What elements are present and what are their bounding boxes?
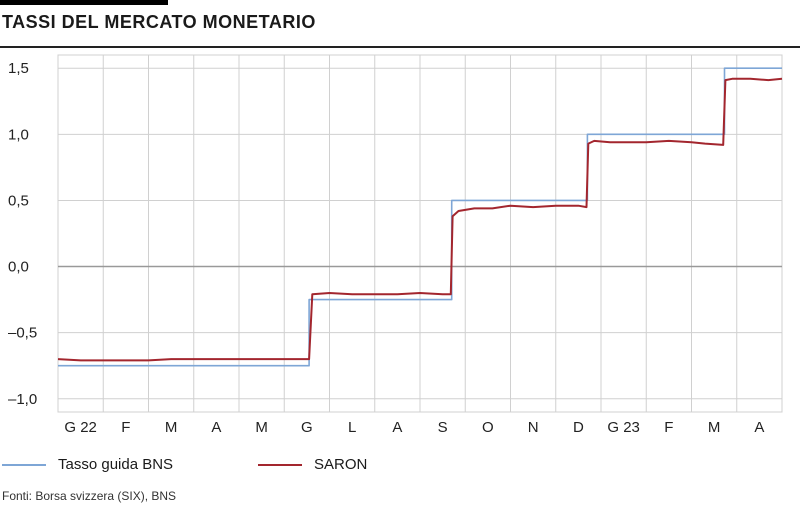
y-tick-label: –1,0 [8, 391, 37, 408]
title-accent-bar [0, 0, 168, 5]
x-tick-label: O [482, 419, 494, 436]
x-tick-label: M [708, 419, 721, 436]
title-divider [0, 46, 800, 48]
legend: Tasso guida BNS SARON [0, 456, 800, 478]
x-tick-label: N [528, 419, 539, 436]
y-tick-label: –0,5 [8, 325, 37, 342]
x-tick-label: G [301, 419, 313, 436]
x-tick-label: L [348, 419, 356, 436]
y-tick-label: 0,0 [8, 259, 29, 276]
x-tick-label: M [255, 419, 268, 436]
y-tick-label: 0,5 [8, 192, 29, 209]
legend-label-saron: SARON [314, 456, 368, 473]
source-note: Fonti: Borsa svizzera (SIX), BNS [2, 489, 177, 503]
x-tick-label: A [211, 419, 221, 436]
x-tick-label: A [392, 419, 402, 436]
legend-swatch-bns [2, 463, 46, 466]
x-tick-label: G 23 [607, 419, 640, 436]
chart-title: TASSI DEL MERCATO MONETARIO [2, 12, 316, 32]
x-tick-label: F [664, 419, 673, 436]
y-tick-label: 1,0 [8, 126, 29, 143]
legend-label-bns: Tasso guida BNS [58, 456, 174, 473]
x-tick-label: D [573, 419, 584, 436]
legend-swatch-saron [258, 463, 302, 466]
legend-item-saron: SARON [258, 456, 367, 473]
x-tick-label: M [165, 419, 178, 436]
x-tick-label: A [754, 419, 764, 436]
x-tick-label: S [438, 419, 448, 436]
line-chart: –1,0 –0,5 0,0 0,5 1,0 1,5 G 22 F M A M G L A S O N D G 23 F… [8, 54, 783, 436]
x-tick-label: G 22 [64, 419, 97, 436]
legend-item-bns: Tasso guida BNS [2, 456, 173, 473]
series-line-saron [57, 77, 783, 362]
x-tick-label: F [121, 419, 130, 436]
y-tick-label: 1,5 [8, 60, 29, 77]
